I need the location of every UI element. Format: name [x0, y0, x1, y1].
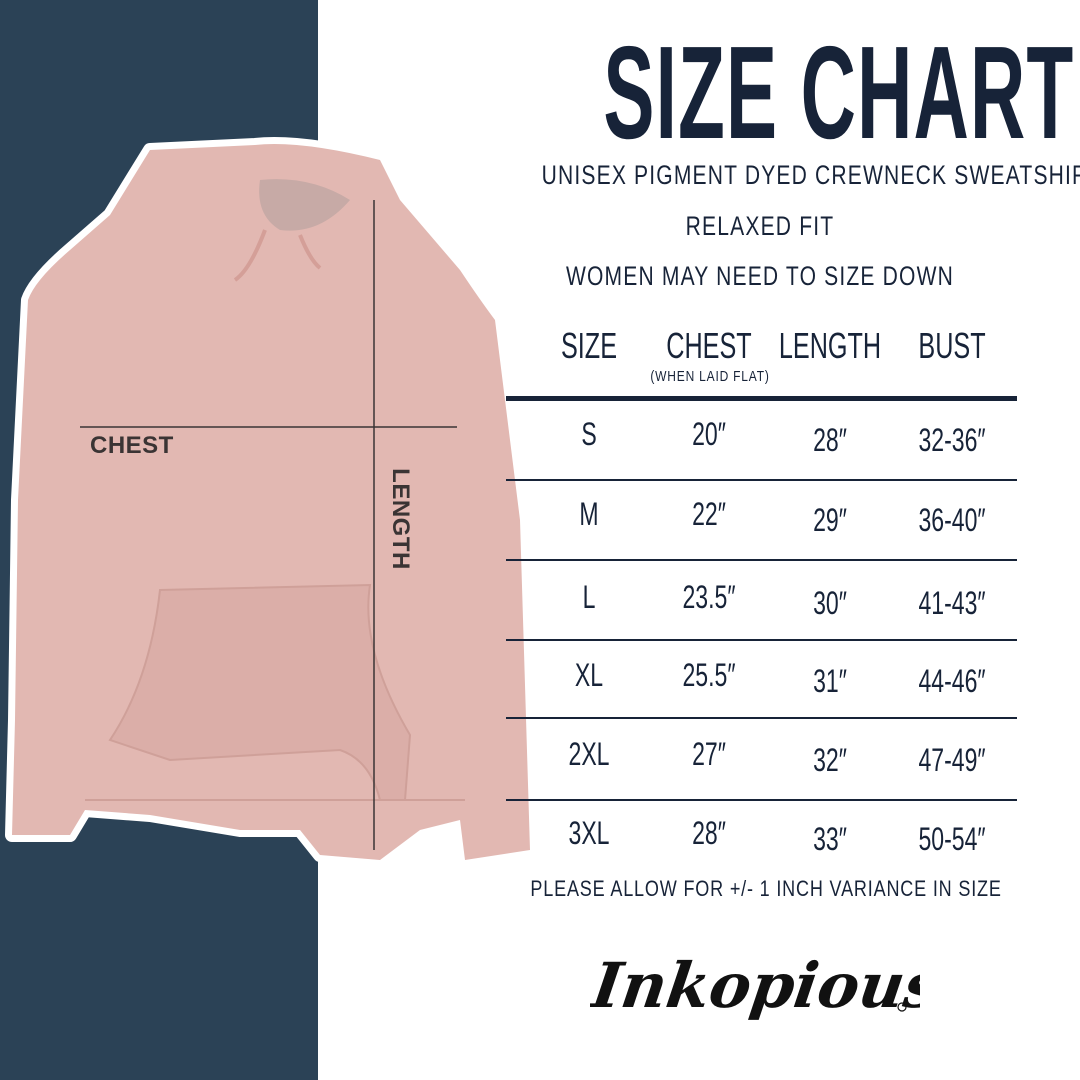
header-divider — [506, 396, 1017, 401]
length-label: LENGTH — [387, 468, 414, 570]
column-header-chest: CHEST — [666, 325, 752, 366]
inkopious-logo: Inkopious — [590, 949, 920, 1022]
page-title: SIZE CHART — [603, 19, 1075, 166]
column-header-bust: BUST — [918, 325, 986, 366]
hood-inner — [259, 179, 350, 231]
cell-length: 31″ — [813, 663, 847, 699]
row-divider — [506, 479, 1017, 481]
variance-note: PLEASE ALLOW FOR +/- 1 INCH VARIANCE IN … — [530, 876, 1002, 901]
cell-bust: 50-54″ — [918, 821, 986, 857]
drawstrings — [233, 229, 322, 282]
fit-label: RELAXED FIT — [685, 211, 835, 241]
cell-chest: 23.5″ — [682, 579, 736, 615]
cell-bust: 47-49″ — [918, 742, 986, 778]
cell-bust: 41-43″ — [918, 585, 986, 621]
svg-text:Inkopious: Inkopious — [590, 949, 920, 1022]
column-header-size: SIZE — [560, 325, 617, 366]
cell-size: M — [579, 496, 599, 532]
cell-size: 3XL — [568, 815, 610, 851]
cell-bust: 32-36″ — [918, 422, 986, 458]
cell-length: 29″ — [813, 502, 847, 538]
column-header-length: LENGTH — [778, 325, 882, 366]
product-name: UNISEX PIGMENT DYED CREWNECK SWEATSHIRT — [541, 160, 1080, 190]
cell-size: S — [581, 416, 597, 452]
cell-length: 28″ — [813, 422, 847, 458]
cell-length: 30″ — [813, 585, 847, 621]
cell-length: 33″ — [813, 821, 847, 857]
cell-bust: 44-46″ — [918, 663, 986, 699]
cell-size: 2XL — [568, 736, 610, 772]
chest-label: CHEST — [90, 432, 174, 459]
hoodie-photo — [5, 137, 537, 867]
chest-note: (WHEN LAID FLAT) — [650, 368, 770, 385]
row-divider — [506, 717, 1017, 719]
cell-size: XL — [574, 657, 604, 693]
row-divider — [506, 559, 1017, 561]
row-divider — [506, 639, 1017, 641]
cell-bust: 36-40″ — [918, 502, 986, 538]
cell-length: 32″ — [813, 742, 847, 778]
row-divider — [506, 799, 1017, 801]
cell-chest: 25.5″ — [682, 657, 736, 693]
cell-chest: 22″ — [692, 496, 726, 532]
cell-chest: 27″ — [692, 736, 726, 772]
cell-chest: 20″ — [692, 416, 726, 452]
cell-size: L — [582, 579, 596, 615]
sizing-advice: WOMEN MAY NEED TO SIZE DOWN — [565, 261, 955, 291]
cell-chest: 28″ — [692, 815, 726, 851]
pocket — [108, 583, 412, 801]
